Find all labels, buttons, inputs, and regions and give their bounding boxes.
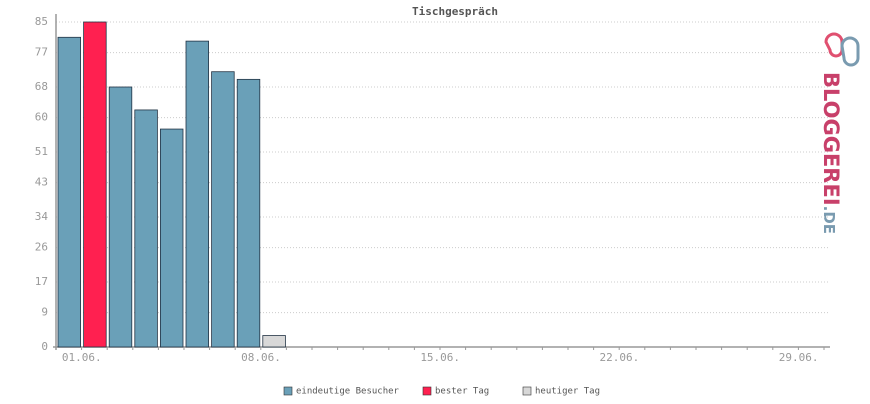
y-tick-label: 9 <box>41 306 48 319</box>
y-tick-label: 43 <box>35 176 48 189</box>
legend-label: bester Tag <box>435 387 489 397</box>
bar <box>108 86 133 348</box>
y-tick-label: 51 <box>35 145 48 158</box>
bar <box>262 335 286 348</box>
logo-text: BLOGGEREI.DE <box>819 72 843 234</box>
bar <box>83 21 107 348</box>
y-tick-label: 34 <box>35 210 49 223</box>
x-tick-label: 15.06. <box>420 351 460 364</box>
x-tick-label: 08.06. <box>241 351 281 364</box>
legend-label: eindeutige Besucher <box>296 387 400 397</box>
logo-main: BLOGGEREI <box>819 72 843 206</box>
legend-swatch <box>283 386 293 396</box>
y-tick-label: 26 <box>35 241 48 254</box>
y-tick-label: 60 <box>35 111 48 124</box>
y-tick-label: 68 <box>35 80 48 93</box>
y-tick-label: 77 <box>35 46 48 59</box>
x-tick-label: 22.06. <box>600 351 640 364</box>
bar <box>236 78 261 348</box>
bar <box>159 128 184 348</box>
y-tick-label: 17 <box>35 275 48 288</box>
x-tick-label: 01.06. <box>62 351 102 364</box>
legend-swatch <box>522 386 532 396</box>
legend-label: heutiger Tag <box>535 387 600 397</box>
x-tick-label: 29.06. <box>779 351 819 364</box>
logo-suffix: .DE <box>820 206 838 234</box>
bar <box>185 40 210 348</box>
logo: BLOGGEREI.DE <box>819 32 860 234</box>
bar <box>211 71 235 348</box>
bar <box>134 109 158 348</box>
logo-icon <box>824 32 844 58</box>
y-tick-label: 0 <box>41 340 48 353</box>
y-tick-label: 85 <box>35 15 48 28</box>
chart-title: Tischgespräch <box>412 5 498 18</box>
bar <box>57 36 82 348</box>
legend-swatch <box>422 386 432 396</box>
logo-icon <box>840 36 860 67</box>
